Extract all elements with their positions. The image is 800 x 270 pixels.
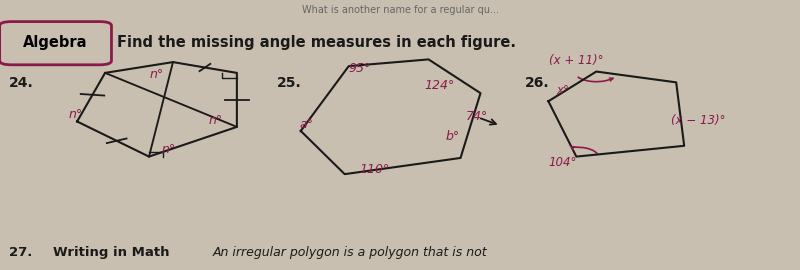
Text: Algebra: Algebra (23, 35, 88, 50)
Text: 74°: 74° (466, 110, 489, 123)
Text: 24.: 24. (10, 76, 34, 90)
Text: 25.: 25. (277, 76, 302, 90)
Text: Writing in Math: Writing in Math (53, 246, 170, 259)
Text: 27.: 27. (10, 246, 33, 259)
Text: (x + 11)°: (x + 11)° (549, 54, 603, 67)
Text: 104°: 104° (549, 156, 577, 168)
Text: n°: n° (150, 68, 164, 81)
Text: n°: n° (208, 114, 222, 127)
Text: 26.: 26. (525, 76, 549, 90)
Text: Find the missing angle measures in each figure.: Find the missing angle measures in each … (117, 35, 516, 50)
Text: An irregular polygon is a polygon that is not: An irregular polygon is a polygon that i… (213, 246, 487, 259)
Text: 110°: 110° (359, 163, 390, 176)
Text: n°: n° (162, 143, 176, 156)
Text: (x − 13)°: (x − 13)° (670, 114, 725, 127)
Text: 95°: 95° (348, 62, 370, 75)
Text: x°: x° (556, 84, 570, 97)
Text: 124°: 124° (425, 79, 455, 92)
Text: a°: a° (299, 118, 314, 131)
Text: b°: b° (446, 130, 460, 143)
Text: n°: n° (69, 108, 82, 121)
FancyBboxPatch shape (0, 22, 111, 65)
Text: What is another name for a regular qu...: What is another name for a regular qu... (302, 5, 499, 15)
